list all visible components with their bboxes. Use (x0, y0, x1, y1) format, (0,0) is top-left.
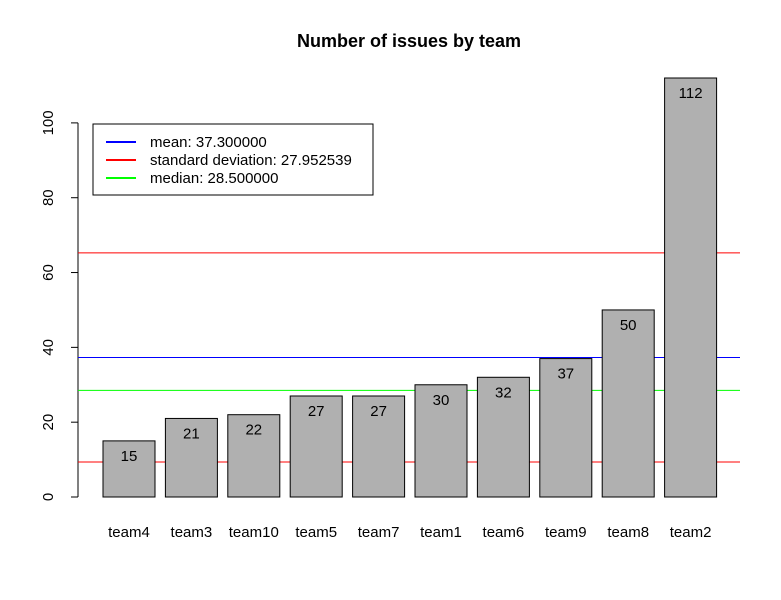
data-label-team3: 21 (183, 425, 200, 442)
y-tick-label: 20 (40, 414, 57, 431)
legend-entry: mean: 37.300000 (150, 134, 267, 151)
data-label-team8: 50 (620, 317, 637, 334)
bar-team2 (664, 77, 718, 498)
data-label-team10: 22 (245, 422, 262, 439)
y-tick-label: 40 (40, 339, 57, 356)
data-label-team5: 27 (308, 403, 325, 420)
x-tick-label-team8: team8 (607, 524, 649, 541)
bar-team5 (289, 395, 343, 498)
x-tick-label-team5: team5 (295, 524, 337, 541)
bar-team7 (352, 395, 406, 498)
x-tick-label-team1: team1 (420, 524, 462, 541)
legend-entry: standard deviation: 27.952539 (150, 152, 352, 169)
y-axis: 0 20 40 60 80 100 (40, 110, 79, 501)
bar-team4 (102, 440, 156, 498)
y-tick-label: 60 (40, 264, 57, 281)
y-tick-label: 80 (40, 189, 57, 206)
x-tick-label-team10: team10 (229, 524, 279, 541)
data-labels: 15 21 22 27 27 30 32 37 50 112 (121, 85, 703, 465)
bar-team8 (601, 309, 655, 498)
data-label-team9: 37 (557, 366, 574, 383)
bar-team9 (539, 358, 593, 498)
legend-entry: median: 28.500000 (150, 170, 278, 187)
x-axis-labels: team4 team3 team10 team5 team7 team1 team6 team… (108, 524, 711, 541)
bar-team6 (476, 376, 530, 498)
bar-team1 (414, 384, 468, 498)
bars (102, 77, 718, 498)
data-label-team7: 27 (370, 403, 387, 420)
x-tick-label-team7: team7 (358, 524, 400, 541)
data-label-team1: 30 (433, 392, 450, 409)
x-tick-label-team2: team2 (670, 524, 712, 541)
data-label-team4: 15 (121, 448, 138, 465)
x-tick-label-team9: team9 (545, 524, 587, 541)
x-tick-label-team6: team6 (483, 524, 525, 541)
x-tick-label-team4: team4 (108, 524, 150, 541)
bar-team3 (164, 417, 218, 498)
y-tick-label: 100 (40, 110, 57, 135)
chart-title: Number of issues by team (297, 31, 521, 51)
data-label-team2: 112 (679, 85, 703, 102)
legend-box (92, 123, 374, 196)
y-tick-label: 0 (40, 493, 57, 501)
bar-team10 (227, 414, 281, 498)
data-label-team6: 32 (495, 384, 512, 401)
x-tick-label-team3: team3 (171, 524, 213, 541)
